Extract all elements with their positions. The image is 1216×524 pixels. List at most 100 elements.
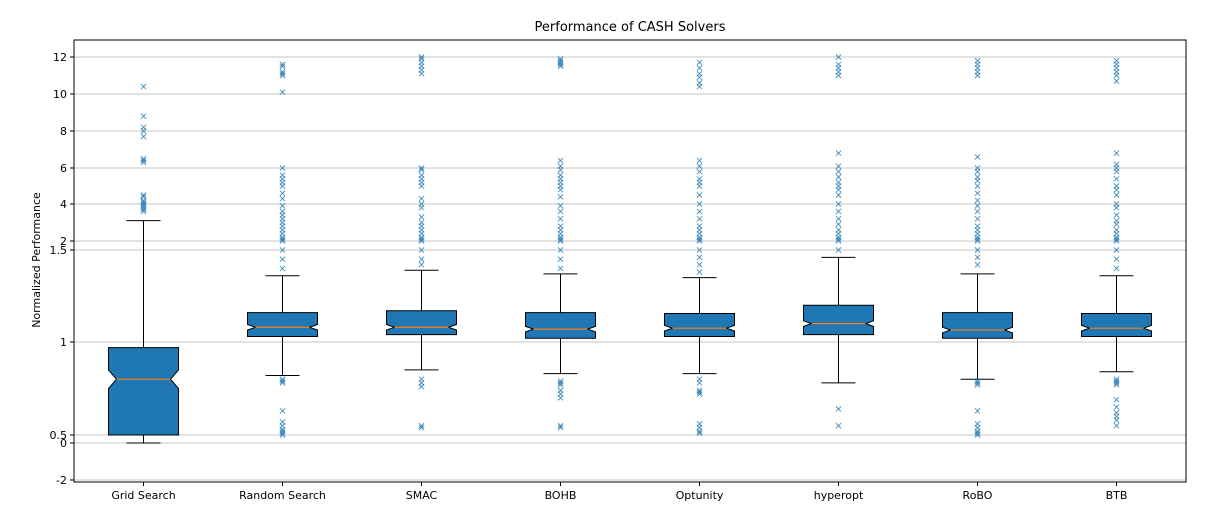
y-axis-label: Normalized Performance (30, 192, 43, 328)
flier-point (974, 57, 981, 64)
box-group (108, 54, 1152, 444)
flier-point (279, 202, 286, 209)
flier-point (140, 155, 147, 162)
flier-point (835, 179, 842, 186)
notched-box (247, 312, 318, 337)
flier-point (418, 166, 425, 173)
flier-point (974, 208, 981, 215)
flier-point (974, 165, 981, 171)
flier-point (418, 236, 425, 243)
x-tick-label: Grid Search (111, 489, 175, 502)
y-tick-label: 6 (60, 162, 67, 175)
flier-point (1113, 183, 1120, 189)
x-tick-label: hyperopt (814, 489, 864, 502)
flier-point (557, 172, 564, 179)
y-tick-label: 10 (53, 88, 67, 101)
flier-point (1113, 192, 1120, 198)
flier-point (557, 379, 564, 386)
flier-point (696, 261, 703, 268)
flier-point (1113, 376, 1120, 383)
flier-point (974, 379, 981, 386)
flier-point (696, 201, 703, 207)
flier-point (835, 406, 842, 412)
flier-point (1113, 175, 1120, 182)
flier-point (557, 223, 564, 230)
flier-point (1113, 201, 1120, 207)
flier-point (557, 378, 564, 385)
flier-point (696, 168, 703, 175)
notched-box (1081, 313, 1152, 337)
flier-point (418, 256, 425, 263)
flier-point (279, 376, 286, 383)
flier-point (418, 165, 425, 171)
flier-point (279, 68, 286, 75)
flier-point (140, 83, 147, 90)
flier-point (696, 175, 703, 182)
flier-point (557, 202, 564, 209)
flier-point (557, 57, 564, 64)
flier-point (1113, 150, 1120, 157)
flier-point (1113, 78, 1120, 85)
flier-point (279, 89, 286, 96)
flier-point (279, 378, 286, 385)
y-tick-label: 4 (60, 198, 67, 211)
y-tick-label: 1 (60, 336, 67, 349)
flier-point (557, 265, 564, 272)
flier-point (696, 157, 703, 164)
box-smac (386, 54, 457, 431)
flier-point (696, 208, 703, 215)
flier-point (140, 192, 147, 198)
flier-point (279, 236, 286, 243)
flier-point (696, 163, 703, 170)
y-tick-label: 2 (60, 235, 67, 248)
flier-point (418, 376, 425, 383)
box-hyperopt (803, 54, 874, 429)
x-tick-label: Random Search (239, 489, 326, 502)
flier-point (279, 256, 286, 263)
notched-box (108, 347, 179, 436)
flier-point (279, 61, 286, 68)
flier-point (418, 195, 425, 202)
flier-point (835, 192, 842, 198)
flier-point (696, 430, 703, 437)
flier-point (418, 213, 425, 220)
flier-point (279, 419, 286, 425)
flier-point (557, 256, 564, 263)
flier-point (696, 376, 703, 383)
notched-box (664, 313, 735, 337)
flier-point (696, 59, 703, 66)
flier-point (696, 192, 703, 198)
flier-point (1113, 265, 1120, 272)
flier-point (696, 387, 703, 394)
flier-point (835, 61, 842, 68)
flier-point (974, 236, 981, 243)
flier-point (1113, 226, 1120, 233)
flier-point (696, 215, 703, 222)
flier-point (279, 265, 286, 272)
flier-point (418, 424, 425, 431)
flier-point (835, 208, 842, 215)
flier-point (279, 70, 286, 77)
flier-point (974, 215, 981, 222)
flier-point (696, 65, 703, 72)
flier-point (557, 55, 564, 62)
flier-point (835, 236, 842, 243)
flier-point (835, 221, 842, 228)
flier-point (1113, 409, 1120, 416)
flier-point (835, 201, 842, 207)
x-tick-label: BOHB (545, 489, 577, 502)
flier-point (835, 226, 842, 233)
flier-point (696, 389, 703, 396)
flier-point (974, 153, 981, 160)
box-bohb (525, 55, 596, 431)
flier-point (974, 261, 981, 268)
flier-point (696, 254, 703, 261)
y-tick-label: 12 (53, 51, 67, 64)
flier-point (974, 247, 981, 253)
flier-point (279, 190, 286, 197)
flier-point (696, 247, 703, 253)
flier-point (696, 236, 703, 243)
flier-point (1113, 217, 1120, 224)
box-grid-search (108, 83, 179, 444)
flier-point (418, 219, 425, 226)
